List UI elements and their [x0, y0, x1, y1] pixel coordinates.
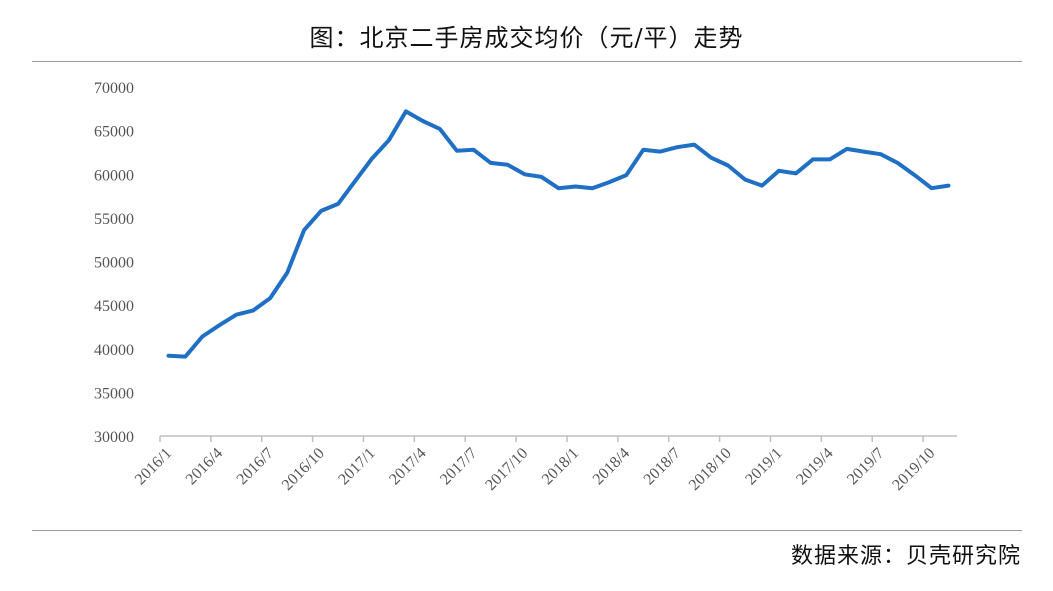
- x-axis: 2016/1 2016/4 2016/7 2016/10 2017/1 2017/4 201…: [132, 435, 957, 494]
- x-tick-label: 2018/1: [539, 445, 582, 488]
- data-point: [947, 184, 951, 188]
- data-point: [489, 161, 493, 165]
- y-axis: 30000 35000 40000 45000 50000 55000 60000 65000…: [94, 80, 134, 446]
- data-point: [675, 145, 679, 149]
- series-line: [166, 109, 951, 359]
- bottom-divider: [32, 530, 1022, 531]
- x-tick-label: 2018/7: [641, 445, 684, 488]
- x-tick-label: 2016/7: [234, 445, 277, 488]
- x-tick-label: 2016/4: [183, 445, 226, 488]
- x-tick-label: 2019/10: [889, 445, 938, 494]
- data-point: [455, 149, 459, 153]
- chart-title: 图：北京二手房成交均价（元/平）走势: [309, 24, 744, 52]
- y-tick-label: 55000: [94, 211, 134, 228]
- data-point: [285, 271, 289, 275]
- x-tick-label: 2017/4: [386, 445, 429, 488]
- data-source-note: 数据来源：贝壳研究院: [790, 544, 1021, 569]
- data-point: [896, 161, 900, 165]
- data-point: [166, 354, 170, 358]
- data-point: [692, 143, 696, 147]
- data-point: [319, 209, 323, 213]
- data-point: [641, 148, 645, 152]
- y-tick-label: 70000: [94, 80, 134, 97]
- data-point: [777, 169, 781, 173]
- data-point: [353, 179, 357, 183]
- data-point: [336, 202, 340, 206]
- data-point: [573, 184, 577, 188]
- x-tick-label: 2019/7: [844, 445, 887, 488]
- y-tick-label: 65000: [94, 124, 134, 141]
- x-tick-label: 2018/4: [590, 445, 633, 488]
- data-point: [472, 148, 476, 152]
- data-point: [607, 180, 611, 184]
- y-tick-label: 40000: [94, 342, 134, 359]
- data-point: [811, 157, 815, 161]
- data-point: [726, 164, 730, 168]
- data-point: [234, 313, 238, 317]
- data-point: [590, 186, 594, 190]
- top-divider: [32, 61, 1022, 62]
- data-point: [387, 138, 391, 142]
- data-point: [251, 308, 255, 312]
- data-point: [760, 184, 764, 188]
- x-tick-label: 2016/10: [279, 445, 328, 494]
- data-point: [624, 173, 628, 177]
- data-point: [268, 296, 272, 300]
- data-point: [404, 109, 408, 113]
- plot-area: [166, 109, 951, 359]
- data-point: [183, 355, 187, 359]
- data-point: [370, 157, 374, 161]
- x-tick-label: 2016/1: [132, 445, 175, 488]
- data-point: [828, 157, 832, 161]
- data-point: [200, 335, 204, 339]
- y-tick-label: 35000: [94, 385, 134, 402]
- data-point: [421, 119, 425, 123]
- data-point: [743, 177, 747, 181]
- y-tick-label: 60000: [94, 167, 134, 184]
- data-point: [845, 147, 849, 151]
- data-point: [913, 173, 917, 177]
- data-point: [540, 175, 544, 179]
- y-tick-label: 30000: [94, 429, 134, 446]
- data-point: [709, 156, 713, 160]
- data-point: [523, 172, 527, 176]
- data-point: [506, 163, 510, 167]
- data-point: [557, 186, 561, 190]
- data-point: [658, 150, 662, 154]
- y-tick-label: 50000: [94, 255, 134, 272]
- x-tick-label: 2019/1: [742, 445, 785, 488]
- data-point: [862, 150, 866, 154]
- x-tick-label: 2018/10: [686, 445, 735, 494]
- data-point: [930, 186, 934, 190]
- data-point: [302, 228, 306, 232]
- y-tick-label: 45000: [94, 298, 134, 315]
- data-point: [879, 152, 883, 156]
- data-point: [794, 171, 798, 175]
- data-point: [217, 323, 221, 327]
- data-point: [438, 127, 442, 131]
- x-tick-label: 2017/1: [335, 445, 378, 488]
- x-tick-label: 2019/4: [793, 445, 836, 488]
- x-tick-label: 2017/7: [437, 445, 480, 488]
- x-tick-label: 2017/10: [482, 445, 531, 494]
